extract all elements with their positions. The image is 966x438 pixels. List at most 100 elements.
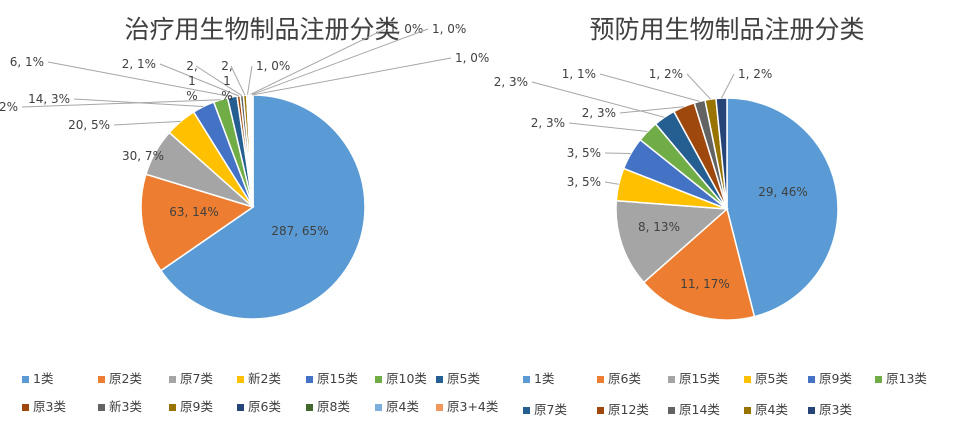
- leader-line: [604, 181, 619, 185]
- leader-line: [250, 28, 429, 96]
- data-label: 3, 5%: [567, 146, 601, 160]
- legend-item-原15类: 原15类: [306, 371, 358, 386]
- leader-line: [113, 120, 181, 126]
- data-label: 8, 13%: [638, 220, 680, 234]
- legend-swatch: [169, 404, 176, 411]
- legend-item-原10类: 原10类: [375, 371, 427, 386]
- leader-line: [21, 99, 221, 108]
- legend-swatch: [668, 407, 675, 414]
- data-label: 2, 3%: [582, 106, 616, 120]
- legend-label: 原14类: [679, 402, 720, 417]
- legend-item-1类: 1类: [22, 371, 54, 386]
- legend-label: 原4类: [755, 402, 788, 417]
- legend-swatch: [237, 404, 244, 411]
- legend-swatch: [22, 404, 29, 411]
- leader-line: [599, 73, 700, 102]
- pie-slice-原15类: [615, 199, 729, 284]
- leader-line: [568, 122, 648, 132]
- legend-label: 原5类: [447, 371, 480, 386]
- leader-line: [230, 65, 246, 96]
- data-label: 287, 65%: [271, 224, 328, 238]
- leader-line: [159, 63, 239, 97]
- legend-item-原13类: 原13类: [875, 371, 927, 386]
- legend-label: 原10类: [386, 371, 427, 386]
- data-label: 9, 2%: [0, 100, 18, 114]
- data-label: 11, 17%: [680, 277, 730, 291]
- legend-item-原3类: 原3类: [22, 399, 66, 414]
- legend-swatch: [306, 404, 313, 411]
- data-label: 63, 14%: [169, 205, 219, 219]
- legend-swatch: [523, 376, 530, 383]
- legend-label: 原15类: [317, 371, 358, 386]
- legend-swatch: [375, 376, 382, 383]
- data-label: 1, 2%: [738, 67, 772, 81]
- legend-label: 原2类: [109, 371, 142, 386]
- chart-title-preventive: 预防用生物制品注册分类: [589, 15, 864, 44]
- leader-line: [531, 81, 665, 118]
- pie-slice-1类: [726, 97, 839, 318]
- pie-preventive: 29, 46% 11, 17% 8, 13% 3, 5% 3, 5% 2, 3% 2, 3%…: [494, 67, 839, 321]
- legend-item-原2类: 原2类: [98, 371, 142, 386]
- legend-label: 原6类: [608, 371, 641, 386]
- legend-swatch: [808, 407, 815, 414]
- legend-label: 原6类: [248, 399, 281, 414]
- legend-label: 原15类: [679, 371, 720, 386]
- data-label: 20, 5%: [68, 118, 110, 132]
- legend-label: 原12类: [608, 402, 649, 417]
- leader-line: [248, 28, 386, 96]
- leader-line: [619, 106, 684, 114]
- legend-item-1类: 1类: [523, 371, 555, 386]
- data-label: 30, 7%: [122, 149, 164, 163]
- legend-swatch: [375, 404, 382, 411]
- data-label: 3, 5%: [567, 175, 601, 189]
- legend-label: 原9类: [180, 399, 213, 414]
- legend-swatch: [306, 376, 313, 383]
- legend-label: 原5类: [755, 371, 788, 386]
- legend-item-原6类: 原6类: [237, 399, 281, 414]
- legend-item-原3类: 原3类: [808, 402, 852, 417]
- legend-swatch: [237, 376, 244, 383]
- legend-item-原8类: 原8类: [306, 399, 350, 414]
- legend-label: 原3+4类: [447, 399, 499, 414]
- leader-line: [47, 61, 233, 98]
- legend-swatch: [597, 376, 604, 383]
- chart-title-therapeutic: 治疗用生物制品注册分类: [124, 15, 399, 44]
- leader-line: [246, 65, 253, 96]
- legend-swatch: [22, 376, 29, 383]
- pie-slice-原2类: [140, 173, 255, 272]
- legend-item-原14类: 原14类: [668, 402, 720, 417]
- data-label: 1, 0%: [432, 22, 466, 36]
- legend-swatch: [436, 376, 443, 383]
- legend-item-原15类: 原15类: [668, 371, 720, 386]
- data-label: 1, 0%: [389, 22, 423, 36]
- data-label: 14, 3%: [28, 92, 70, 106]
- pie-therapeutic: 287, 65% 63, 14% 30, 7% 20, 5% 14, 3% 9, 2% 6,…: [0, 22, 489, 320]
- data-label: 1, 0%: [256, 59, 290, 73]
- legend-label: 原8类: [317, 399, 350, 414]
- legend-swatch: [875, 376, 882, 383]
- legend-swatch: [808, 376, 815, 383]
- legend-item-原5类: 原5类: [436, 371, 480, 386]
- legend-item-新3类: 新3类: [98, 399, 142, 414]
- legend-label: 原13类: [886, 371, 927, 386]
- legend-swatch: [597, 407, 604, 414]
- legend-label: 原3类: [33, 399, 66, 414]
- pie-slice-原6类: [642, 207, 756, 321]
- legend-label: 新3类: [109, 399, 142, 414]
- leader-line: [604, 152, 631, 154]
- legend-label: 新2类: [248, 371, 281, 386]
- legend-label: 原4类: [386, 399, 419, 414]
- pie-slice-1类: [159, 94, 366, 320]
- leader-line: [721, 73, 735, 99]
- legend-item-原6类: 原6类: [597, 371, 641, 386]
- legend-item-原4类: 原4类: [744, 402, 788, 417]
- legend-label: 原3类: [819, 402, 852, 417]
- data-label: 1, 2%: [649, 67, 683, 81]
- leader-line: [195, 65, 243, 97]
- legend-swatch: [98, 376, 105, 383]
- legend-label: 原9类: [819, 371, 852, 386]
- legend-item-原3plus4类: 原3+4类: [436, 399, 499, 414]
- legend-label: 1类: [33, 371, 54, 386]
